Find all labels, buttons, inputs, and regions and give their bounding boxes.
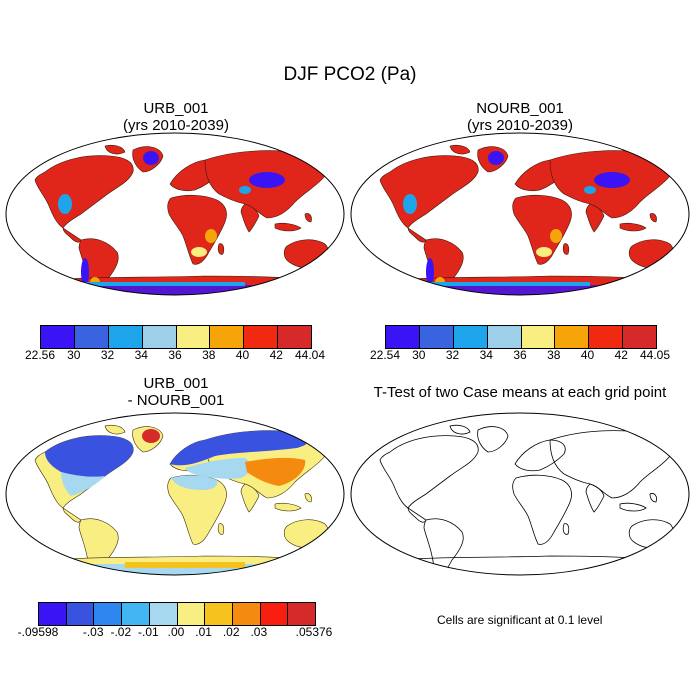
- map-urb: [5, 132, 347, 303]
- colorbar-diff-tick-label: -.03: [82, 625, 104, 639]
- colorbar-nourb-swatch: [386, 326, 420, 348]
- colorbar-diff-tick-label: .00: [167, 625, 185, 639]
- panel-urb-title-line2: (yrs 2010-2039): [123, 117, 229, 134]
- colorbar-nourb-tick-label: 38: [547, 348, 561, 362]
- colorbar-diff-swatch: [66, 603, 95, 625]
- panel-diff-title: URB_001 - NOURB_001: [26, 375, 326, 409]
- colorbar-nourb-swatch: [453, 326, 488, 348]
- colorbar-urb-swatch: [74, 326, 109, 348]
- map-diff: [5, 412, 347, 583]
- colorbar-urb-tick-label: 22.56: [24, 348, 56, 362]
- colorbar-urb-tick-label: 32: [100, 348, 115, 362]
- colorbar-diff-swatch: [149, 603, 178, 625]
- panel-ttest-title: T-Test of two Case means at each grid po…: [350, 384, 690, 401]
- colorbar-nourb-tick-label: 40: [580, 348, 595, 362]
- colorbar-diff-ticks: -.09598 -.03 -.02 -.01 .00 .01 .02 .03 .05376: [18, 625, 333, 641]
- map-ttest: [350, 412, 692, 583]
- colorbar-diff-swatch: [232, 603, 261, 625]
- panel-urb-title-line1: URB_001: [143, 100, 209, 117]
- colorbar-diff-tick-label: -.02: [110, 625, 132, 639]
- colorbar-urb-swatch: [142, 326, 177, 348]
- colorbar-urb-tick-label: 36: [168, 348, 182, 362]
- colorbar-diff: [38, 602, 316, 626]
- colorbar-urb-tick-label: 34: [134, 348, 148, 362]
- colorbar-urb-swatch: [278, 326, 311, 348]
- colorbar-nourb-ticks: 22.54 30 32 34 36 38 40 42 44.05: [370, 348, 670, 364]
- colorbar-diff-swatch: [39, 603, 67, 625]
- colorbar-urb-tick-label: 38: [202, 348, 216, 362]
- panel-diff-title-line2: - NOURB_001: [127, 392, 225, 409]
- colorbar-urb-swatch: [176, 326, 211, 348]
- significance-note: Cells are significant at 0.1 level: [437, 613, 603, 627]
- colorbar-diff-tick-label: .03: [250, 625, 268, 639]
- colorbar-nourb-swatch: [487, 326, 522, 348]
- colorbar-diff-swatch: [260, 603, 289, 625]
- colorbar-diff-swatch: [94, 603, 123, 625]
- colorbar-nourb-swatch: [521, 326, 556, 348]
- colorbar-nourb: [385, 325, 657, 349]
- colorbar-urb-tick-label: 30: [67, 348, 81, 362]
- colorbar-nourb-swatch: [419, 326, 454, 348]
- panel-urb-title: URB_001 (yrs 2010-2039): [26, 100, 326, 134]
- map-nourb: [350, 132, 692, 303]
- colorbar-nourb-swatch: [623, 326, 656, 348]
- map-nourb-svg: [350, 132, 690, 296]
- colorbar-diff-swatch: [288, 603, 316, 625]
- colorbar-nourb-swatch: [589, 326, 624, 348]
- colorbar-urb-swatch: [210, 326, 245, 348]
- colorbar-urb-swatch: [41, 326, 75, 348]
- panel-diff-title-line1: URB_001: [143, 375, 209, 392]
- map-diff-svg: [5, 412, 345, 576]
- colorbar-urb-tick-label: 42: [269, 348, 283, 362]
- panel-nourb-title-line2: (yrs 2010-2039): [467, 117, 573, 134]
- colorbar-urb: [40, 325, 312, 349]
- colorbar-nourb-tick-label: 22.54: [369, 348, 401, 362]
- colorbar-nourb-tick-label: 42: [614, 348, 628, 362]
- colorbar-urb-ticks: 22.56 30 32 34 36 38 40 42 44.04: [25, 348, 325, 364]
- colorbar-diff-tick-label: -.09598: [17, 625, 59, 639]
- map-urb-svg: [5, 132, 345, 296]
- colorbar-diff-tick-label: -.01: [138, 625, 159, 639]
- colorbar-diff-tick-label: .05376: [295, 625, 333, 639]
- panel-nourb-title: NOURB_001 (yrs 2010-2039): [370, 100, 670, 134]
- colorbar-nourb-tick-label: 44.05: [639, 348, 671, 362]
- colorbar-urb-swatch: [108, 326, 143, 348]
- colorbar-urb-swatch: [244, 326, 279, 348]
- colorbar-nourb-tick-label: 36: [513, 348, 527, 362]
- map-ttest-svg: [350, 412, 690, 576]
- panel-ttest-title-line1: T-Test of two Case means at each grid po…: [373, 384, 667, 401]
- colorbar-nourb-tick-label: 30: [412, 348, 426, 362]
- colorbar-diff-tick-label: .02: [222, 625, 240, 639]
- colorbar-diff-swatch: [177, 603, 206, 625]
- colorbar-urb-tick-label: 44.04: [294, 348, 326, 362]
- colorbar-nourb-tick-label: 32: [445, 348, 460, 362]
- figure-title: DJF PCO2 (Pa): [283, 64, 417, 85]
- colorbar-diff-swatch: [205, 603, 233, 625]
- colorbar-diff-swatch: [122, 603, 150, 625]
- colorbar-diff-tick-label: .01: [195, 625, 212, 639]
- colorbar-nourb-swatch: [555, 326, 590, 348]
- colorbar-nourb-tick-label: 34: [479, 348, 493, 362]
- panel-nourb-title-line1: NOURB_001: [476, 100, 564, 117]
- colorbar-urb-tick-label: 40: [235, 348, 250, 362]
